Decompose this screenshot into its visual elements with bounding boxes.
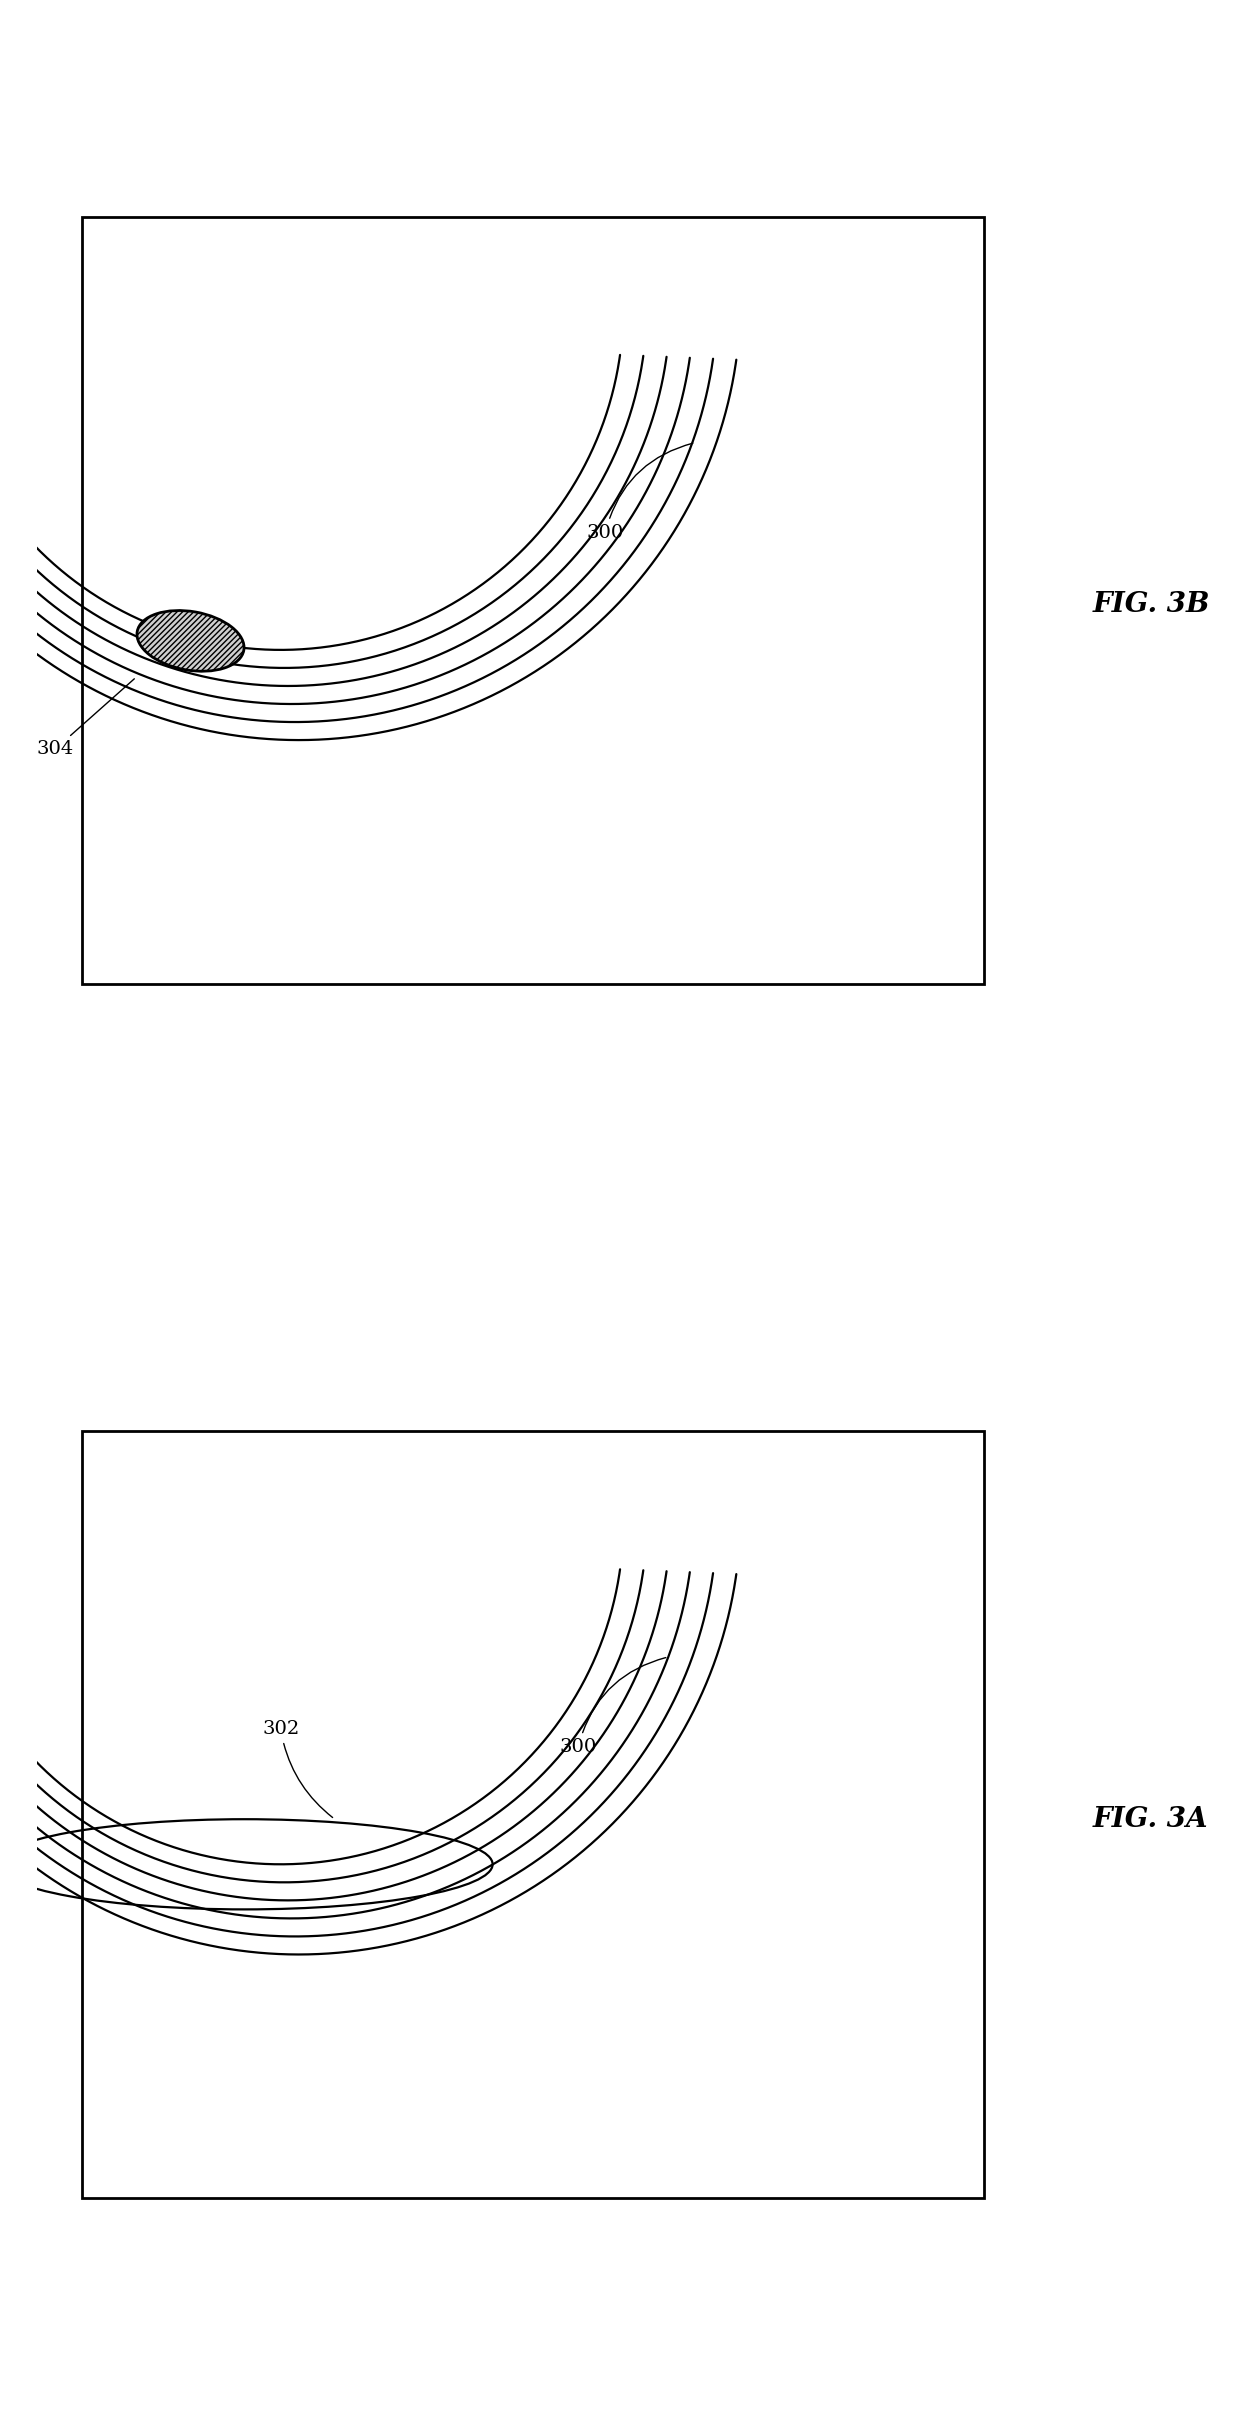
Text: 304: 304 — [37, 679, 134, 758]
Text: 302: 302 — [262, 1719, 332, 1818]
Text: FIG. 3B: FIG. 3B — [1092, 592, 1210, 618]
Text: 300: 300 — [587, 444, 693, 541]
Text: FIG. 3A: FIG. 3A — [1092, 1806, 1208, 1833]
Ellipse shape — [136, 611, 244, 671]
Text: 300: 300 — [559, 1657, 666, 1756]
